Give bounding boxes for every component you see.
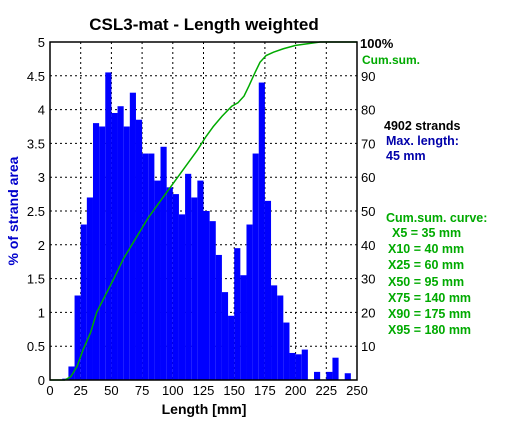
histogram-bar bbox=[135, 119, 143, 381]
x-tick-label: 50 bbox=[104, 383, 118, 398]
right-tick-label: 40 bbox=[361, 238, 375, 253]
x50-value: X50 = 95 mm bbox=[388, 275, 464, 289]
y-tick-labels: 0 0.5 1 1.5 2 2.5 3 3.5 4 4.5 5 bbox=[27, 35, 45, 388]
histogram-bar bbox=[80, 224, 87, 380]
x-tick-labels: 0 25 50 75 100 125 150 175 200 225 250 bbox=[46, 383, 367, 398]
right-tick-label: 60 bbox=[361, 170, 375, 185]
histogram-bar bbox=[111, 112, 118, 380]
right-tick-label: 50 bbox=[361, 204, 375, 219]
x-tick-label: 150 bbox=[223, 383, 245, 398]
x-tick-label: 250 bbox=[346, 383, 368, 398]
histogram-bar bbox=[117, 106, 124, 380]
max-length-value: 45 mm bbox=[386, 149, 426, 163]
x-tick-label: 175 bbox=[254, 383, 276, 398]
right-tick-label: 90 bbox=[361, 69, 375, 84]
x90-value: X90 = 175 mm bbox=[388, 307, 471, 321]
histogram-bar bbox=[92, 123, 100, 381]
y-tick-label: 1 bbox=[38, 305, 45, 320]
y-tick-label: 5 bbox=[38, 35, 45, 50]
histogram-bar bbox=[240, 275, 247, 380]
histogram-bar bbox=[221, 292, 229, 380]
histogram-bar bbox=[160, 146, 167, 380]
histogram-bar bbox=[234, 248, 241, 380]
y-tick-label: 2 bbox=[38, 238, 45, 253]
histogram-bar bbox=[215, 254, 222, 380]
histogram-bar bbox=[99, 126, 106, 380]
right-axis-top-label: 100% bbox=[360, 36, 394, 51]
histogram-bar bbox=[74, 295, 81, 380]
histogram-bar bbox=[301, 349, 308, 380]
histogram-bar bbox=[289, 352, 296, 380]
right-tick-label: 10 bbox=[361, 339, 375, 354]
x-tick-label: 25 bbox=[73, 383, 87, 398]
x-tick-label: 100 bbox=[162, 383, 184, 398]
histogram-bar bbox=[142, 153, 149, 380]
strand-count: 4902 strands bbox=[384, 119, 460, 133]
y-tick-label: 2.5 bbox=[27, 204, 45, 219]
y-tick-label: 0.5 bbox=[27, 339, 45, 354]
histogram-bar bbox=[129, 92, 136, 380]
histogram-bar bbox=[332, 357, 339, 380]
y-tick-label: 3.5 bbox=[27, 136, 45, 151]
y-axis-label: % of strand area bbox=[5, 156, 21, 265]
histogram-bar bbox=[271, 285, 278, 380]
histogram-bars bbox=[62, 72, 351, 381]
right-tick-label: 20 bbox=[361, 305, 375, 320]
histogram-bar bbox=[326, 371, 333, 380]
right-tick-labels: 10 20 30 40 50 60 70 80 90 bbox=[361, 69, 375, 354]
histogram-bar bbox=[228, 315, 235, 380]
histogram-bar bbox=[277, 295, 284, 380]
y-tick-label: 3 bbox=[38, 170, 45, 185]
histogram-bar bbox=[264, 200, 272, 380]
histogram-bar bbox=[283, 322, 290, 380]
y-tick-label: 4 bbox=[38, 103, 45, 118]
histogram-bar bbox=[246, 224, 253, 380]
plot-frame bbox=[49, 41, 358, 381]
histogram-bar bbox=[191, 197, 198, 380]
histogram-bar bbox=[252, 153, 259, 380]
right-tick-label: 30 bbox=[361, 272, 375, 287]
y-tick-label: 4.5 bbox=[27, 69, 45, 84]
x5-value: X5 = 35 mm bbox=[392, 226, 461, 240]
x-axis-label: Length [mm] bbox=[162, 401, 247, 417]
x-tick-label: 225 bbox=[315, 383, 337, 398]
right-tick-label: 80 bbox=[361, 103, 375, 118]
histogram-bar bbox=[344, 373, 351, 380]
histogram-bar bbox=[105, 72, 112, 381]
histogram-bar bbox=[172, 194, 179, 380]
histogram-bar bbox=[154, 180, 161, 380]
cumsum-axis-label: Cum.sum. bbox=[362, 53, 420, 67]
y-tick-label: 1.5 bbox=[27, 272, 45, 287]
y-tick-label: 0 bbox=[38, 373, 45, 388]
histogram-bar bbox=[166, 187, 173, 380]
x-tick-label: 0 bbox=[46, 383, 53, 398]
right-tick-label: 70 bbox=[361, 136, 375, 151]
cumsum-curve-title: Cum.sum. curve: bbox=[386, 211, 487, 225]
histogram-bar bbox=[258, 82, 265, 380]
histogram-bar bbox=[178, 214, 186, 380]
x25-value: X25 = 60 mm bbox=[388, 258, 464, 272]
histogram-bar bbox=[68, 366, 75, 380]
histogram-bar bbox=[86, 197, 93, 380]
x75-value: X75 = 140 mm bbox=[388, 291, 471, 305]
histogram-bar bbox=[148, 153, 155, 380]
x95-value: X95 = 180 mm bbox=[388, 323, 471, 337]
x10-value: X10 = 40 mm bbox=[388, 242, 464, 256]
histogram-bar bbox=[209, 221, 216, 380]
histogram-bar bbox=[185, 173, 192, 380]
max-length-label: Max. length: bbox=[386, 134, 459, 148]
histogram-bar bbox=[295, 354, 302, 380]
histogram-bar bbox=[314, 371, 321, 380]
histogram-bar bbox=[203, 211, 210, 380]
chart-title: CSL3-mat - Length weighted bbox=[89, 15, 319, 34]
x-tick-label: 75 bbox=[135, 383, 149, 398]
cumsum-curve bbox=[50, 41, 357, 381]
x-tick-label: 125 bbox=[193, 383, 215, 398]
x-tick-label: 200 bbox=[285, 383, 307, 398]
histogram-bar bbox=[197, 180, 204, 380]
